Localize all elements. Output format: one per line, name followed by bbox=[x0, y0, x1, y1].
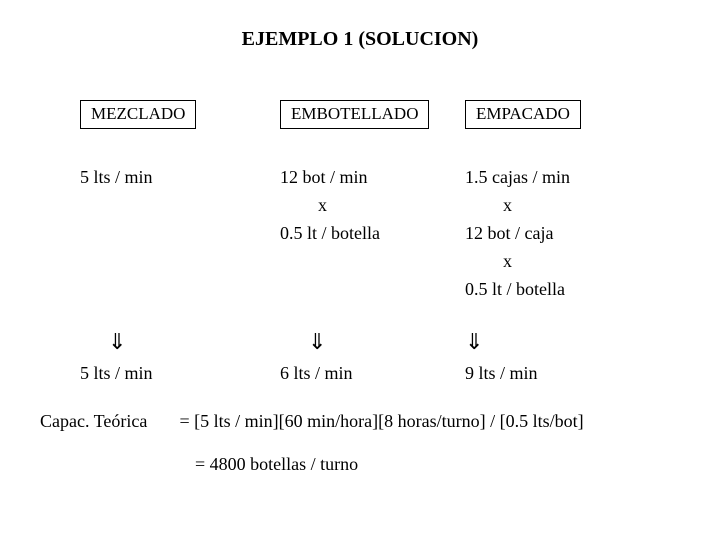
header-row: EMPACADO bbox=[465, 100, 581, 142]
capacity-result: = 4800 botellas / turno bbox=[40, 443, 690, 486]
calc-line: x bbox=[465, 192, 570, 220]
capacity-expression: = [5 lts / min][60 min/hora][8 horas/tur… bbox=[180, 411, 584, 431]
header-box: MEZCLADO bbox=[80, 100, 196, 129]
calc-line: 0.5 lt / botella bbox=[280, 220, 380, 248]
columns-container: MEZCLADO 5 lts / min ⇓ 5 lts / min EMBOT… bbox=[80, 100, 660, 384]
header-box: EMPACADO bbox=[465, 100, 581, 129]
calc-line: 12 bot / caja bbox=[465, 220, 570, 248]
result-value: 5 lts / min bbox=[80, 363, 153, 384]
calc-line: 12 bot / min bbox=[280, 164, 380, 192]
calc-block: 5 lts / min bbox=[80, 142, 153, 329]
down-arrow-icon: ⇓ bbox=[465, 329, 483, 363]
down-arrow-icon: ⇓ bbox=[280, 329, 326, 363]
result-value: 6 lts / min bbox=[280, 363, 353, 384]
down-arrow-icon: ⇓ bbox=[80, 329, 126, 363]
capacity-line1: Capac. Teórica = [5 lts / min][60 min/ho… bbox=[40, 400, 690, 443]
column-mezclado: MEZCLADO 5 lts / min ⇓ 5 lts / min bbox=[80, 100, 280, 384]
column-embotellado: EMBOTELLADO 12 bot / min x 0.5 lt / bote… bbox=[280, 100, 465, 384]
calc-line: 5 lts / min bbox=[80, 164, 153, 192]
page-title: EJEMPLO 1 (SOLUCION) bbox=[0, 28, 720, 51]
header-box: EMBOTELLADO bbox=[280, 100, 429, 129]
calc-line: 0.5 lt / botella bbox=[465, 276, 570, 304]
page: EJEMPLO 1 (SOLUCION) MEZCLADO 5 lts / mi… bbox=[0, 0, 720, 540]
calc-block: 1.5 cajas / min x 12 bot / caja x 0.5 lt… bbox=[465, 142, 570, 329]
calc-line: 1.5 cajas / min bbox=[465, 164, 570, 192]
column-empacado: EMPACADO 1.5 cajas / min x 12 bot / caja… bbox=[465, 100, 660, 384]
capacity-label: Capac. Teórica bbox=[40, 400, 175, 443]
capacity-block: Capac. Teórica = [5 lts / min][60 min/ho… bbox=[40, 400, 690, 486]
header-row: EMBOTELLADO bbox=[280, 100, 429, 142]
header-row: MEZCLADO bbox=[80, 100, 196, 142]
calc-line: x bbox=[465, 248, 570, 276]
calc-line: x bbox=[280, 192, 380, 220]
result-value: 9 lts / min bbox=[465, 363, 538, 384]
calc-block: 12 bot / min x 0.5 lt / botella bbox=[280, 142, 380, 329]
